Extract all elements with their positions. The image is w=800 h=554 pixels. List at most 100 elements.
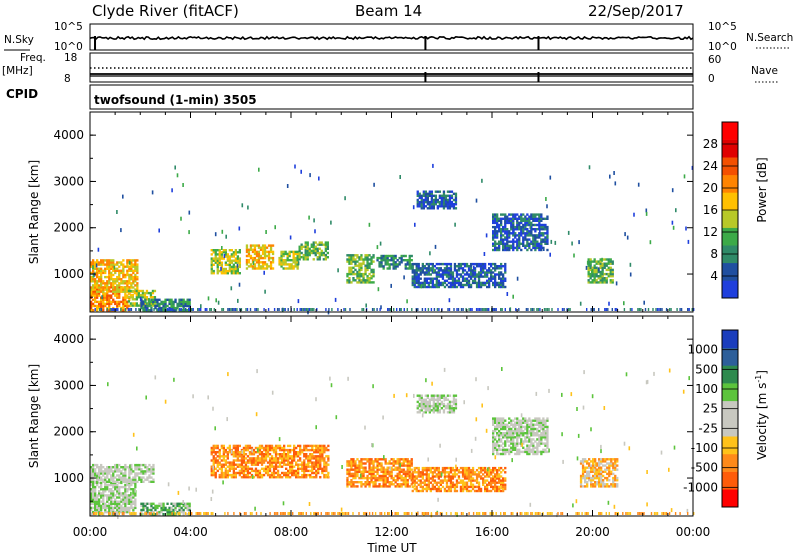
y-tick-label: 3000	[53, 174, 84, 188]
heatmap-cell	[441, 281, 445, 285]
heatmap-cell	[129, 302, 132, 305]
heatmap-cell	[439, 262, 442, 266]
heatmap-cell	[413, 475, 416, 478]
heatmap-cell	[418, 200, 421, 204]
heatmap-cell	[504, 248, 507, 252]
heatmap-cell	[378, 263, 381, 266]
heatmap-cell	[108, 466, 111, 469]
heatmap-cell	[449, 275, 453, 278]
heatmap-cell	[540, 223, 543, 227]
heatmap-cell	[449, 485, 453, 489]
heatmap-cell	[297, 463, 300, 466]
heatmap-cell	[419, 471, 422, 474]
heatmap-cell	[334, 297, 337, 302]
heatmap-cell	[98, 292, 101, 295]
heatmap-cell	[467, 485, 471, 489]
heatmap-cell	[247, 259, 251, 262]
heatmap-cell	[437, 466, 440, 470]
heatmap-cell	[544, 223, 547, 227]
heatmap-cell	[327, 471, 330, 475]
heatmap-cell	[130, 472, 133, 475]
heatmap-cell	[498, 240, 501, 243]
heatmap-cell	[680, 308, 683, 311]
heatmap-cell	[506, 232, 509, 235]
heatmap-cell	[92, 273, 95, 278]
heatmap-cell	[514, 452, 517, 456]
heatmap-cell	[364, 272, 367, 276]
heatmap-cell	[396, 460, 399, 463]
heatmap-cell	[242, 455, 246, 458]
heatmap-cell	[291, 469, 294, 473]
heatmap-cell	[269, 246, 273, 249]
heatmap-cell	[516, 423, 519, 426]
heatmap-cell	[422, 404, 425, 408]
heatmap-cell	[318, 243, 321, 246]
heatmap-cell	[246, 459, 250, 462]
heatmap-cell	[448, 407, 452, 410]
heatmap-cell	[447, 475, 451, 478]
heatmap-cell	[323, 461, 326, 464]
heatmap-cell	[502, 234, 505, 237]
heatmap-cell	[438, 194, 441, 197]
heatmap-cell	[134, 288, 137, 291]
heatmap-cell	[461, 471, 465, 474]
heatmap-cell	[629, 262, 632, 267]
heatmap-cell	[424, 398, 427, 401]
heatmap-cell	[447, 477, 451, 480]
heatmap-cell	[473, 262, 477, 266]
heatmap-cell	[306, 251, 309, 255]
heatmap-cell	[260, 453, 264, 456]
heatmap-cell	[186, 302, 189, 306]
heatmap-cell	[380, 261, 383, 264]
heatmap-cell	[108, 280, 111, 283]
heatmap-cell	[394, 261, 397, 264]
heatmap-cell	[304, 245, 307, 248]
heatmap-cell	[102, 474, 105, 477]
heatmap-cell	[92, 480, 95, 483]
heatmap-cell	[607, 262, 610, 265]
heatmap-cell	[141, 293, 145, 297]
heatmap-cell	[382, 472, 385, 476]
heatmap-cell	[94, 470, 97, 473]
heatmap-cell	[226, 253, 229, 256]
heatmap-cell	[477, 489, 481, 493]
heatmap-cell	[530, 225, 533, 229]
heatmap-cell	[443, 487, 447, 491]
heatmap-cell	[298, 253, 301, 257]
heatmap-cell	[538, 246, 541, 250]
heatmap-cell	[221, 229, 224, 234]
heatmap-cell	[150, 309, 153, 312]
heatmap-cell	[421, 265, 424, 268]
heatmap-cell	[249, 265, 253, 268]
heatmap-cell	[134, 261, 137, 264]
heatmap-cell	[467, 281, 471, 285]
heatmap-cell	[504, 483, 507, 486]
heatmap-cell	[291, 463, 294, 466]
heatmap-cell	[260, 459, 264, 462]
heatmap-cell	[252, 457, 256, 460]
heatmap-cell	[289, 235, 292, 240]
heatmap-cell	[110, 282, 113, 285]
heatmap-cell	[427, 265, 430, 268]
heatmap-cell	[432, 407, 435, 410]
heatmap-cell	[210, 259, 213, 262]
heatmap-cell	[494, 475, 497, 478]
heatmap-cell	[413, 275, 416, 278]
heatmap-cell	[356, 472, 359, 476]
heatmap-cell	[393, 308, 395, 311]
heatmap-cell	[415, 262, 418, 266]
heatmap-cell	[224, 448, 227, 452]
heatmap-cell	[510, 213, 513, 216]
heatmap-cell	[420, 407, 423, 410]
heatmap-cell	[514, 427, 517, 431]
heatmap-cell	[144, 304, 147, 308]
heatmap-cell	[289, 448, 292, 452]
heatmap-cell	[545, 197, 547, 201]
heatmap-cell	[106, 286, 109, 289]
heatmap-cell	[94, 506, 97, 510]
heatmap-cell	[428, 205, 431, 208]
heatmap-cell	[551, 308, 553, 311]
heatmap-cell	[137, 304, 140, 307]
heatmap-cell	[280, 259, 283, 262]
heatmap-cell	[287, 461, 290, 464]
